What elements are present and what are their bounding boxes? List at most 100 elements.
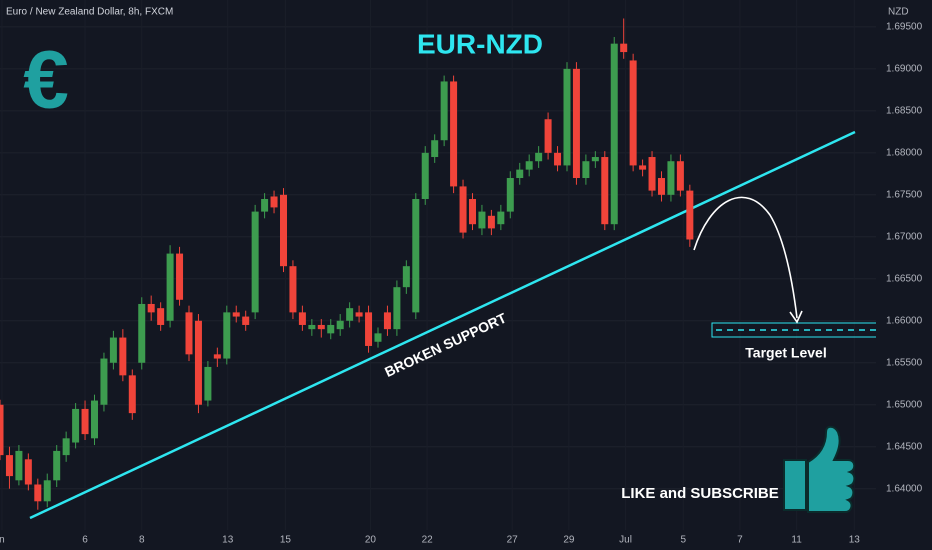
candle-body (242, 316, 250, 325)
candle-body (327, 324, 335, 334)
candle-body (478, 211, 486, 229)
candle-body (298, 312, 306, 325)
y-tick-label: 1.64500 (886, 441, 923, 452)
y-tick-label: 1.69000 (886, 63, 923, 74)
candle-body (53, 450, 61, 481)
candle-body (554, 152, 562, 166)
x-tick-label: Jul (619, 535, 632, 546)
candle-body (15, 450, 23, 481)
y-tick-label: 1.65000 (886, 399, 923, 410)
candle-body (213, 354, 221, 359)
currency-label: NZD (888, 7, 909, 18)
logo: € (23, 35, 69, 126)
candle-body (431, 140, 439, 158)
y-tick-label: 1.64000 (886, 483, 923, 494)
heading: EUR-NZD (417, 28, 543, 59)
y-tick-label: 1.69500 (886, 22, 923, 33)
candle-body (639, 165, 647, 170)
candle-body (629, 60, 637, 166)
candle-body (516, 169, 524, 179)
y-tick-label: 1.65500 (886, 357, 923, 368)
thumbs-up (783, 425, 856, 513)
candle-body (232, 312, 240, 317)
x-tick-label: 13 (222, 535, 234, 546)
symbol-title: Euro / New Zealand Dollar, 8h, FXCM (6, 7, 173, 18)
candle-body (582, 161, 590, 179)
candle-body (657, 178, 665, 195)
candle-body (667, 161, 675, 195)
candle-body (317, 324, 325, 330)
candle-body (270, 196, 278, 208)
x-tick-label: 7 (737, 535, 743, 546)
axes: 1.64000 1.64500 1.65000 1.65500 1.66000 1.665… (0, 22, 932, 550)
candle-body (128, 375, 136, 414)
candle-body (468, 199, 476, 225)
candle-body (601, 157, 609, 225)
candle-body (421, 152, 429, 200)
candle-body (676, 161, 684, 191)
candle-body (572, 68, 580, 179)
y-tick-label: 1.67500 (886, 189, 923, 200)
candle-body (402, 266, 410, 288)
candle-body (289, 266, 297, 313)
candle-body (610, 43, 618, 225)
grid (0, 26, 876, 490)
candle-body (5, 455, 13, 477)
candle-body (648, 157, 656, 191)
candle-body (525, 161, 533, 170)
candle-body (185, 312, 193, 355)
forecast-arrow (693, 196, 798, 319)
y-tick-label: 1.66500 (886, 273, 923, 284)
candle-body (157, 308, 165, 325)
candle-body (355, 312, 363, 317)
candle-body (487, 215, 495, 229)
candle-body (166, 253, 174, 321)
x-tick-label: 15 (280, 535, 292, 546)
candle-body (251, 211, 259, 313)
candle-body (506, 178, 514, 212)
candle-body (412, 199, 420, 313)
x-tick-label: 29 (563, 535, 575, 546)
candle-body (24, 459, 32, 485)
cta-text: LIKE and SUBSCRIBE (621, 485, 779, 502)
candles (0, 18, 694, 510)
candle-body (138, 303, 146, 363)
candle-body (279, 194, 287, 267)
candle-body (72, 408, 80, 443)
candle-body (591, 157, 599, 162)
candle-body (34, 484, 42, 502)
candle-body (374, 333, 382, 342)
candle-body (194, 320, 202, 405)
candle-body (90, 400, 98, 439)
x-tick-label: 22 (422, 535, 434, 546)
x-tick-label: 27 (507, 535, 519, 546)
candle-body (346, 308, 354, 321)
candle-body (308, 324, 316, 330)
candle-body (563, 68, 571, 166)
trend-line (29, 130, 856, 520)
candle-body (261, 199, 269, 212)
candle-body (497, 211, 505, 225)
candle-body (62, 438, 70, 456)
candle-body (393, 287, 401, 330)
candle-body (440, 81, 448, 141)
x-tick-label: 6 (82, 535, 88, 546)
candle-body (43, 480, 51, 502)
y-tick-label: 1.68500 (886, 105, 923, 116)
candle-body (119, 337, 127, 376)
candle-body (535, 152, 543, 162)
x-tick-label: 5 (680, 535, 686, 546)
candle-body (459, 186, 467, 233)
time-axis (0, 530, 932, 550)
x-tick-label: 20 (365, 535, 377, 546)
candle-body (0, 404, 4, 456)
y-tick-label: 1.68000 (886, 147, 923, 158)
candle-body (620, 43, 628, 53)
candle-body (383, 312, 391, 330)
candle-body (336, 320, 344, 330)
price-axis (876, 0, 932, 530)
candle-body (100, 358, 108, 405)
candle-body (365, 312, 373, 346)
candle-body (176, 253, 184, 300)
